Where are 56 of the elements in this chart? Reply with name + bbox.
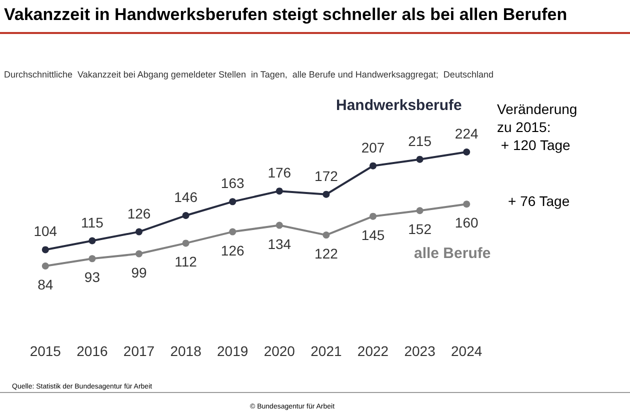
data-label: 163 xyxy=(220,175,244,192)
point xyxy=(322,232,330,239)
x-tick-label: 2016 xyxy=(76,343,108,359)
point xyxy=(182,240,190,247)
data-label: 215 xyxy=(408,132,432,149)
x-tick-label: 2022 xyxy=(357,343,389,359)
data-label: 93 xyxy=(84,269,100,286)
data-label: 126 xyxy=(127,205,151,222)
point xyxy=(229,228,236,236)
x-tick-label: 2021 xyxy=(310,343,342,359)
data-label: 134 xyxy=(268,236,292,252)
data-label: 172 xyxy=(314,168,338,184)
text: alle Berufe xyxy=(414,245,491,262)
text: + 76 Tage xyxy=(508,193,570,209)
point xyxy=(136,228,142,236)
x-tick-label: 2017 xyxy=(123,343,155,359)
data-label: 122 xyxy=(314,246,338,262)
data-label: 207 xyxy=(361,139,385,156)
data-label: 176 xyxy=(268,164,292,181)
point xyxy=(463,148,470,156)
point xyxy=(416,156,424,163)
data-label: 145 xyxy=(361,226,385,243)
data-label: 126 xyxy=(220,242,244,258)
chart-title: Vakanzzeit in Handwerksberufen steigt schneller als bei allen Berufen xyxy=(4,5,568,24)
data-label: 152 xyxy=(408,221,432,238)
point xyxy=(370,162,376,170)
point xyxy=(42,262,49,270)
point xyxy=(322,190,330,198)
point xyxy=(416,207,424,214)
data-label: 160 xyxy=(454,214,478,231)
x-tick-label: 2019 xyxy=(217,343,248,359)
data-label: 115 xyxy=(81,214,104,230)
point xyxy=(229,198,236,206)
x-tick-label: 2018 xyxy=(170,343,202,359)
x-tick-label: 2024 xyxy=(451,343,482,359)
data-label: 99 xyxy=(131,264,147,280)
point xyxy=(136,250,142,258)
text: Veränderung zu 2015: + 120 Tage xyxy=(497,101,578,153)
x-tick-label: 2015 xyxy=(30,343,62,359)
point xyxy=(88,255,96,262)
x-tick-label: 2020 xyxy=(264,343,296,359)
chart-subtitle: Durchschnittliche Vakanzzeit bei Abgang gemeldeter Stellen in Tagen, alle Berufe und Handwerksaggregat; Deutschland xyxy=(4,70,494,80)
data-label: 112 xyxy=(174,254,198,270)
point xyxy=(276,222,283,229)
point xyxy=(463,200,470,208)
point xyxy=(88,237,96,244)
data-label: 146 xyxy=(174,189,198,206)
text: Handwerksberufe xyxy=(336,97,462,114)
point xyxy=(42,246,49,254)
data-label: 224 xyxy=(454,126,478,142)
point xyxy=(276,188,283,195)
x-tick-label: 2023 xyxy=(404,343,436,359)
data-label: 104 xyxy=(34,223,58,240)
data-label: 84 xyxy=(38,276,54,292)
point xyxy=(182,212,190,220)
point xyxy=(370,212,376,220)
